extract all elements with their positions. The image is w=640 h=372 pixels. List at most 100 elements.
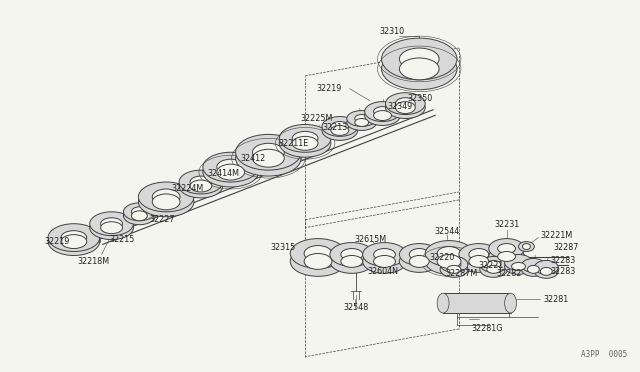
Ellipse shape bbox=[253, 149, 284, 167]
Ellipse shape bbox=[138, 182, 194, 212]
Ellipse shape bbox=[292, 137, 318, 150]
Ellipse shape bbox=[480, 262, 508, 277]
Text: 32220: 32220 bbox=[429, 253, 454, 262]
Ellipse shape bbox=[347, 115, 376, 131]
Text: 32221: 32221 bbox=[479, 261, 504, 270]
Ellipse shape bbox=[304, 246, 332, 262]
Text: 32414M: 32414M bbox=[208, 169, 240, 177]
Ellipse shape bbox=[487, 265, 500, 273]
Text: 32283: 32283 bbox=[550, 267, 575, 276]
Ellipse shape bbox=[61, 231, 87, 244]
Ellipse shape bbox=[90, 216, 133, 240]
Ellipse shape bbox=[440, 262, 468, 277]
Text: 32219: 32219 bbox=[316, 84, 342, 93]
Ellipse shape bbox=[48, 228, 100, 256]
Ellipse shape bbox=[522, 244, 531, 250]
Ellipse shape bbox=[347, 110, 376, 126]
Ellipse shape bbox=[447, 265, 461, 273]
Ellipse shape bbox=[374, 110, 392, 121]
Ellipse shape bbox=[100, 218, 122, 230]
Ellipse shape bbox=[527, 265, 540, 273]
Ellipse shape bbox=[331, 125, 349, 135]
Text: 32219: 32219 bbox=[44, 237, 70, 246]
Text: 32604N: 32604N bbox=[367, 267, 399, 276]
Ellipse shape bbox=[437, 247, 461, 260]
Ellipse shape bbox=[504, 254, 532, 270]
Text: 32283: 32283 bbox=[550, 256, 575, 265]
Ellipse shape bbox=[365, 102, 401, 122]
Ellipse shape bbox=[437, 254, 461, 268]
Ellipse shape bbox=[410, 248, 429, 260]
Ellipse shape bbox=[217, 164, 244, 180]
Ellipse shape bbox=[374, 107, 392, 116]
Ellipse shape bbox=[341, 248, 363, 260]
Ellipse shape bbox=[374, 248, 396, 260]
Ellipse shape bbox=[469, 256, 489, 267]
Ellipse shape bbox=[447, 260, 461, 268]
Ellipse shape bbox=[236, 140, 301, 176]
Ellipse shape bbox=[498, 244, 516, 253]
Ellipse shape bbox=[489, 238, 524, 259]
Ellipse shape bbox=[381, 48, 457, 90]
Ellipse shape bbox=[152, 194, 180, 210]
Ellipse shape bbox=[504, 259, 532, 274]
Text: A3PP  0005: A3PP 0005 bbox=[581, 350, 628, 359]
Ellipse shape bbox=[100, 222, 122, 234]
Text: 32213: 32213 bbox=[322, 123, 348, 132]
Ellipse shape bbox=[534, 260, 558, 274]
Text: 32281G: 32281G bbox=[471, 324, 502, 333]
Ellipse shape bbox=[290, 238, 346, 268]
Text: 32281: 32281 bbox=[543, 295, 568, 304]
Ellipse shape bbox=[480, 256, 508, 272]
Text: 32211E: 32211E bbox=[278, 139, 308, 148]
Ellipse shape bbox=[410, 256, 429, 267]
Text: 32349: 32349 bbox=[387, 102, 413, 111]
Text: 32287M: 32287M bbox=[445, 269, 477, 278]
Ellipse shape bbox=[90, 212, 133, 235]
Ellipse shape bbox=[131, 207, 147, 217]
Ellipse shape bbox=[355, 119, 369, 126]
Ellipse shape bbox=[396, 98, 415, 110]
Ellipse shape bbox=[459, 250, 499, 272]
Ellipse shape bbox=[152, 189, 180, 205]
Ellipse shape bbox=[203, 157, 259, 187]
Ellipse shape bbox=[190, 180, 212, 192]
Ellipse shape bbox=[469, 248, 489, 260]
Ellipse shape bbox=[322, 116, 358, 137]
Text: 32282: 32282 bbox=[497, 269, 522, 278]
Ellipse shape bbox=[138, 187, 194, 217]
Ellipse shape bbox=[179, 170, 223, 194]
Ellipse shape bbox=[511, 262, 525, 270]
Ellipse shape bbox=[331, 122, 349, 131]
Ellipse shape bbox=[504, 293, 516, 313]
Text: 32412: 32412 bbox=[241, 154, 266, 163]
Ellipse shape bbox=[330, 243, 374, 266]
Ellipse shape bbox=[304, 253, 332, 269]
Ellipse shape bbox=[399, 48, 439, 70]
Ellipse shape bbox=[355, 115, 369, 122]
Text: 32350: 32350 bbox=[407, 94, 433, 103]
Text: 32224M: 32224M bbox=[171, 185, 204, 193]
Ellipse shape bbox=[381, 38, 457, 80]
Ellipse shape bbox=[190, 176, 212, 188]
Ellipse shape bbox=[322, 121, 358, 140]
Ellipse shape bbox=[437, 293, 449, 313]
Ellipse shape bbox=[124, 207, 156, 225]
Ellipse shape bbox=[292, 131, 318, 145]
Ellipse shape bbox=[374, 256, 396, 267]
Ellipse shape bbox=[363, 243, 406, 266]
Ellipse shape bbox=[253, 143, 284, 161]
Ellipse shape bbox=[425, 248, 473, 274]
Ellipse shape bbox=[290, 247, 346, 276]
Ellipse shape bbox=[48, 224, 100, 251]
Ellipse shape bbox=[236, 134, 301, 170]
Ellipse shape bbox=[399, 250, 439, 272]
Ellipse shape bbox=[534, 264, 558, 278]
Ellipse shape bbox=[279, 129, 331, 157]
Text: 32548: 32548 bbox=[343, 302, 369, 312]
Ellipse shape bbox=[217, 159, 244, 175]
Text: 32218M: 32218M bbox=[77, 257, 110, 266]
Ellipse shape bbox=[522, 259, 545, 272]
Ellipse shape bbox=[399, 58, 439, 80]
Text: 32221M: 32221M bbox=[540, 231, 573, 240]
